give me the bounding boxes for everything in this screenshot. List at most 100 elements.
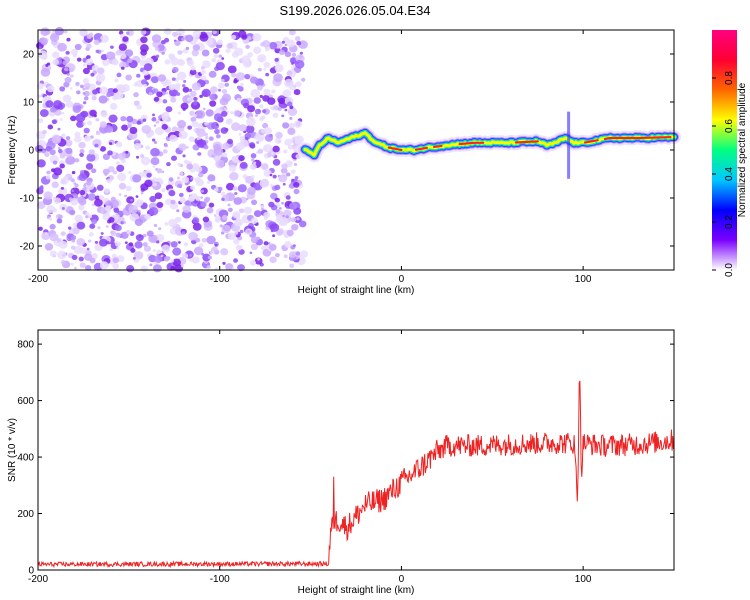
- noise-blob: [152, 177, 157, 181]
- noise-blob: [233, 109, 241, 117]
- spectrogram-ytick-label: -10: [20, 194, 35, 205]
- noise-blob: [82, 77, 90, 84]
- snr-panel: -200 -100 0 100 0 200 400 600 800 Height of stra…: [7, 329, 675, 596]
- noise-blob: [286, 229, 294, 237]
- noise-blob: [125, 74, 132, 81]
- noise-blob: [274, 137, 282, 144]
- noise-blob: [117, 152, 126, 160]
- noise-blob: [288, 122, 295, 129]
- noise-blob: [79, 247, 87, 254]
- snr-ytick-label: 800: [17, 340, 34, 351]
- spectrogram-ylabel: Frequency (Hz): [7, 116, 18, 185]
- noise-blob: [112, 257, 120, 264]
- noise-blob: [211, 121, 220, 130]
- noise-blob: [251, 158, 255, 162]
- noise-blob: [78, 204, 85, 211]
- noise-blob: [159, 180, 164, 185]
- noise-blob: [220, 248, 229, 256]
- noise-blob: [213, 147, 224, 156]
- noise-blob: [91, 219, 98, 225]
- noise-blob: [53, 208, 58, 213]
- noise-blob: [150, 147, 160, 157]
- noise-blob: [181, 264, 185, 268]
- noise-blob: [45, 145, 52, 152]
- noise-blob: [148, 254, 157, 263]
- noise-blob: [124, 194, 127, 198]
- noise-blob: [254, 257, 263, 265]
- noise-blob: [177, 163, 182, 167]
- noise-blob: [144, 213, 151, 220]
- noise-blob: [140, 156, 151, 166]
- noise-blob: [281, 40, 285, 44]
- noise-blob: [171, 77, 176, 81]
- noise-blob: [192, 101, 198, 106]
- noise-blob: [107, 165, 115, 173]
- noise-blob: [229, 171, 239, 181]
- noise-blob: [114, 78, 119, 83]
- noise-blob: [260, 207, 264, 211]
- ridge-peak-segment: [583, 139, 599, 144]
- noise-blob: [253, 46, 262, 54]
- noise-blob: [263, 241, 269, 246]
- noise-blob: [99, 121, 107, 128]
- noise-blob: [172, 247, 182, 256]
- noise-blob: [96, 130, 99, 134]
- noise-blob: [54, 109, 62, 116]
- noise-blob: [210, 250, 215, 255]
- noise-blob: [62, 60, 68, 66]
- noise-blob: [50, 168, 56, 173]
- noise-blob: [238, 124, 247, 132]
- noise-blob: [257, 258, 260, 261]
- noise-blob: [186, 146, 189, 149]
- noise-blob: [160, 254, 164, 258]
- noise-blob: [181, 231, 186, 235]
- noise-blob: [241, 55, 251, 64]
- noise-blob: [235, 142, 245, 151]
- noise-blob: [241, 34, 248, 40]
- noise-blob: [41, 231, 51, 241]
- noise-blob: [178, 130, 188, 140]
- noise-blob: [238, 155, 245, 162]
- noise-blob: [177, 59, 185, 66]
- noise-blob: [116, 246, 120, 250]
- noise-blob: [70, 262, 74, 266]
- noise-blob: [277, 106, 282, 111]
- noise-blob: [112, 88, 118, 93]
- noise-blob: [213, 214, 217, 217]
- noise-blob: [197, 152, 202, 156]
- noise-blob: [120, 221, 125, 225]
- noise-blob: [274, 64, 284, 73]
- noise-blob: [202, 60, 211, 69]
- noise-blob: [94, 198, 103, 207]
- noise-blob: [285, 195, 291, 200]
- noise-blob: [136, 104, 142, 110]
- noise-blob: [188, 195, 195, 202]
- noise-blob: [80, 170, 85, 174]
- noise-blob: [251, 199, 258, 206]
- noise-blob: [282, 122, 290, 129]
- noise-blob: [65, 50, 70, 55]
- noise-blob: [214, 217, 221, 223]
- noise-blob: [287, 127, 296, 136]
- noise-blob: [269, 173, 273, 177]
- noise-blob: [210, 86, 218, 94]
- noise-blob: [191, 256, 200, 264]
- noise-blob: [126, 265, 135, 273]
- noise-blob: [190, 185, 196, 190]
- noise-blob: [221, 89, 228, 94]
- noise-blob: [78, 256, 84, 262]
- noise-blob: [116, 72, 122, 78]
- noise-blob: [170, 199, 176, 205]
- noise-blob: [71, 170, 76, 175]
- noise-blob: [60, 177, 69, 185]
- noise-blob: [44, 152, 50, 157]
- noise-blob: [204, 121, 209, 126]
- noise-blob: [263, 127, 273, 135]
- noise-blob: [88, 149, 95, 155]
- noise-blob: [201, 88, 211, 98]
- noise-blob: [106, 92, 111, 98]
- noise-blob: [196, 128, 206, 138]
- noise-blob: [201, 49, 210, 57]
- noise-blob: [115, 232, 121, 238]
- noise-blob: [66, 37, 71, 42]
